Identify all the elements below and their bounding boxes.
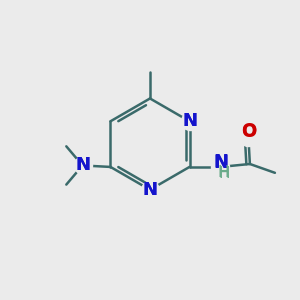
Text: N: N	[142, 181, 158, 199]
Text: N: N	[182, 112, 197, 130]
Text: N: N	[75, 157, 90, 175]
Text: O: O	[241, 123, 256, 141]
Text: N: N	[213, 153, 228, 171]
Text: H: H	[218, 166, 230, 181]
Text: N: N	[182, 112, 197, 130]
Text: N: N	[213, 154, 228, 172]
Text: H: H	[218, 165, 229, 180]
Text: N: N	[75, 157, 90, 175]
Text: O: O	[241, 122, 256, 140]
Text: N: N	[142, 181, 158, 199]
